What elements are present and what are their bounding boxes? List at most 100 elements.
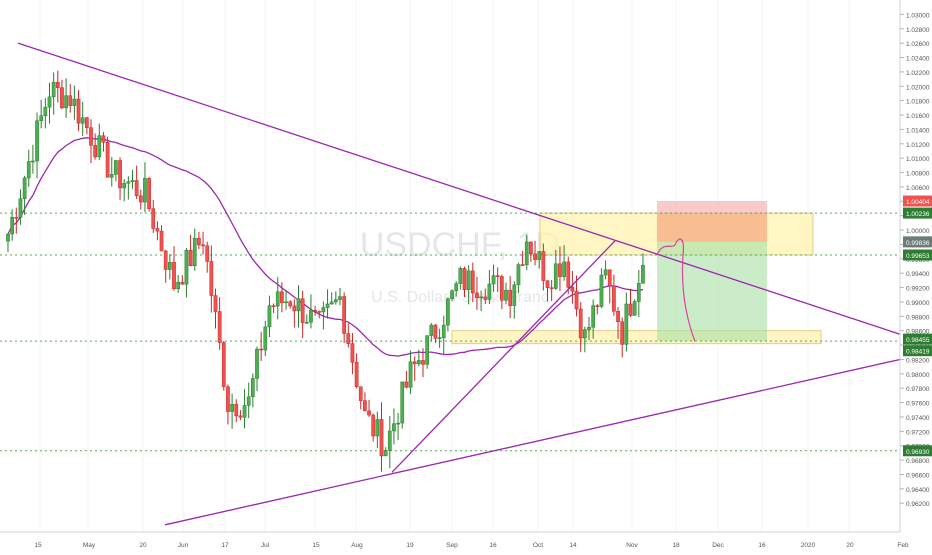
candle-body — [118, 160, 122, 189]
candle-body — [205, 245, 210, 262]
price-label-box — [903, 333, 932, 345]
candle-body — [562, 261, 566, 277]
candle-body — [35, 120, 39, 162]
candle-body — [545, 280, 550, 288]
time-tick-label: 16 — [489, 542, 497, 549]
candle-body — [479, 296, 483, 299]
candle-body — [130, 180, 135, 182]
candle-body — [338, 296, 342, 300]
candle-body — [296, 298, 301, 312]
price-tick-label: 1.00000 — [906, 228, 930, 235]
candle-body — [280, 291, 284, 304]
candle-body — [138, 195, 143, 203]
candle-body — [504, 289, 508, 301]
horizontal-levels — [0, 212, 900, 452]
candle-body — [417, 360, 421, 365]
candle-body — [412, 361, 417, 365]
candle-body — [578, 308, 583, 339]
candle-body — [342, 296, 346, 334]
time-tick-label: Jun — [178, 542, 189, 549]
price-label-box — [903, 236, 932, 248]
price-label-text: 0.98455 — [906, 337, 930, 344]
candle-body — [155, 228, 160, 232]
price-tick-label: 1.01000 — [906, 156, 930, 163]
price-tick-label: 0.96200 — [906, 501, 930, 508]
price-label-text: 0.99653 — [906, 253, 930, 260]
candle-body — [429, 324, 434, 336]
candle-body — [188, 249, 193, 266]
candle-body — [641, 264, 645, 284]
time-tick-label: Nov — [626, 542, 638, 549]
candles — [6, 70, 645, 472]
candle-body — [64, 95, 68, 109]
watermark-subtitle: U.S. Dollar / Swiss Franc — [371, 289, 549, 306]
price-tick-label: 1.02200 — [906, 70, 930, 77]
candle-body — [583, 329, 587, 339]
candle-body — [458, 268, 463, 284]
candle-body — [238, 415, 243, 418]
price-tick-label: 0.97200 — [906, 429, 930, 436]
price-label-text: 1.00236 — [906, 211, 930, 218]
candle-body — [234, 403, 239, 417]
price-tick-label: 1.00800 — [906, 171, 930, 178]
candle-body — [529, 241, 533, 255]
candle-body — [329, 301, 334, 305]
candle-body — [379, 419, 384, 457]
zones — [451, 201, 822, 345]
candle-body — [470, 270, 475, 294]
candle-body — [217, 311, 222, 343]
candle-body — [197, 237, 201, 246]
price-tick-label: 0.97400 — [906, 415, 930, 422]
candle-body — [483, 296, 488, 300]
candle-body — [246, 396, 251, 406]
candle-body — [226, 386, 230, 412]
candle-body — [491, 275, 496, 285]
candle-body — [612, 285, 616, 312]
price-tick-label: 0.98800 — [906, 314, 930, 321]
candle-body — [487, 283, 492, 300]
candle-body — [628, 303, 633, 316]
price-axis[interactable]: 1.03000 1.02800 1.02600 1.02400 1.02200 1.020… — [899, 0, 932, 550]
price-tick-label: 1.02600 — [906, 41, 930, 48]
candle-body — [47, 96, 52, 108]
candle-body — [251, 378, 255, 397]
candle-body — [292, 305, 297, 312]
time-tick-label: 20 — [139, 542, 147, 549]
candle-body — [516, 264, 521, 286]
candle-body — [558, 263, 562, 277]
candle-body — [408, 361, 413, 388]
time-tick-label: 2020 — [801, 542, 816, 549]
candle-body — [151, 208, 156, 229]
candle-body — [184, 249, 189, 285]
price-tick-label: 0.99200 — [906, 286, 930, 293]
candle-body — [68, 95, 73, 106]
candle-body — [271, 305, 276, 307]
candle-body — [6, 233, 10, 242]
candle-body — [495, 275, 500, 277]
price-label-box — [903, 249, 932, 261]
candle-body — [591, 305, 595, 328]
time-axis[interactable]: 15 May 20 Jun 17 Jul 15 Aug 19 Sep 16 Oct 14 Nov 18 Dec… — [0, 531, 909, 549]
candle-body — [288, 301, 293, 307]
candle-body — [533, 253, 537, 260]
candle-body — [549, 287, 554, 289]
candle-body — [192, 237, 197, 266]
candle-body — [603, 269, 608, 276]
price-tick-label: 0.98000 — [906, 372, 930, 379]
candle-body — [201, 244, 205, 247]
candle-body — [31, 160, 35, 163]
candle-body — [147, 178, 151, 209]
candle-body — [466, 270, 471, 290]
candle-body — [541, 251, 546, 281]
moving-average — [7, 137, 644, 357]
watermark: USDCHF, 1D U.S. Dollar / Swiss Franc — [360, 226, 560, 306]
candle-body — [43, 106, 48, 116]
projected-path — [656, 238, 696, 342]
candle-body — [263, 326, 268, 351]
price-tick-label: 1.01400 — [906, 127, 930, 134]
candle-body — [80, 117, 85, 124]
price-tick-label: 0.96800 — [906, 458, 930, 465]
candle-body — [97, 135, 102, 158]
price-label-text: 0.99836 — [906, 240, 930, 247]
ma-line — [7, 137, 644, 357]
